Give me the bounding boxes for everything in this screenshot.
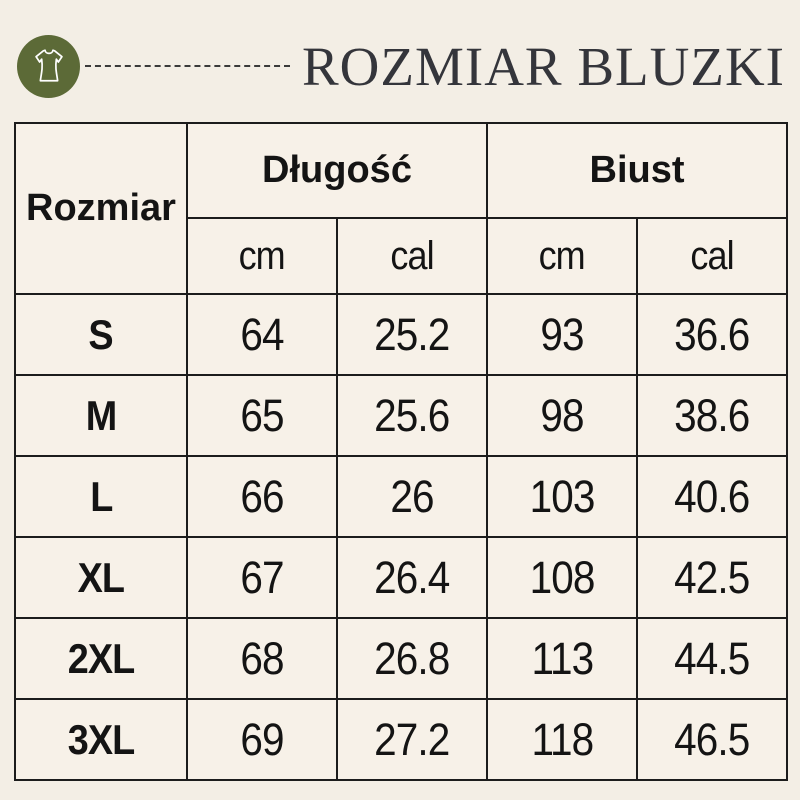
- page-title: ROZMIAR BLUZKI: [301, 35, 785, 97]
- cell-text: 68: [240, 632, 284, 684]
- column-header-rozmiar: Rozmiar: [14, 122, 188, 295]
- cell-text: 40.6: [674, 470, 750, 522]
- cell-text: 38.6: [674, 389, 750, 441]
- cell-text: 27.2: [374, 713, 450, 765]
- cell-dlugosc-cal: 25.2: [336, 293, 488, 376]
- cell-text: 42.5: [674, 551, 750, 603]
- cell-dlugosc-cal: 27.2: [336, 698, 488, 781]
- cell-biust-cal: 46.5: [636, 698, 788, 781]
- cell-dlugosc-cm: 69: [186, 698, 338, 781]
- subcol-dlugosc-cal: cal: [336, 217, 488, 295]
- blouse-icon-glyph: [34, 49, 63, 82]
- size-text: 2XL: [67, 634, 136, 682]
- table-row-s: S 64 25.2 93 36.6: [14, 293, 788, 376]
- subcol-label: cal: [690, 233, 734, 278]
- cell-biust-cal: 36.6: [636, 293, 788, 376]
- cell-text: 26.8: [374, 632, 450, 684]
- dashed-divider: [85, 65, 290, 67]
- cell-text: 103: [529, 470, 596, 522]
- cell-dlugosc-cm: 66: [186, 455, 338, 538]
- cell-dlugosc-cm: 65: [186, 374, 338, 457]
- cell-text: 46.5: [674, 713, 750, 765]
- subcol-label: cm: [538, 233, 586, 278]
- cell-dlugosc-cal: 26.4: [336, 536, 488, 619]
- cell-biust-cal: 38.6: [636, 374, 788, 457]
- cell-text: 25.6: [374, 389, 450, 441]
- header-group-row: Rozmiar Długość Biust: [14, 122, 788, 295]
- cell-biust-cal: 40.6: [636, 455, 788, 538]
- size-text: XL: [77, 553, 125, 601]
- cell-text: 118: [531, 713, 594, 765]
- size-text: L: [89, 472, 113, 520]
- cell-dlugosc-cm: 64: [186, 293, 338, 376]
- cell-biust-cm: 113: [486, 617, 638, 700]
- header: ROZMIAR BLUZKI: [17, 30, 786, 102]
- cell-dlugosc-cal: 26.8: [336, 617, 488, 700]
- cell-text: 26: [390, 470, 434, 522]
- size-label: S: [14, 293, 188, 376]
- subcol-label: cm: [238, 233, 286, 278]
- subcol-biust-cm: cm: [486, 217, 638, 295]
- subcol-label: cal: [390, 233, 434, 278]
- cell-text: 25.2: [374, 308, 450, 360]
- cell-biust-cm: 98: [486, 374, 638, 457]
- table-row-xl: XL 67 26.4 108 42.5: [14, 536, 788, 619]
- cell-text: 26.4: [374, 551, 450, 603]
- size-table: Rozmiar Długość Biust cm cal cm cal S 64…: [14, 122, 788, 781]
- column-group-dlugosc: Długość: [186, 122, 488, 219]
- cell-text: 64: [240, 308, 284, 360]
- size-label: M: [14, 374, 188, 457]
- cell-text: 65: [240, 389, 284, 441]
- cell-biust-cm: 118: [486, 698, 638, 781]
- cell-text: 67: [240, 551, 284, 603]
- cell-text: 108: [529, 551, 596, 603]
- cell-text: 69: [240, 713, 284, 765]
- cell-text: 36.6: [674, 308, 750, 360]
- cell-dlugosc-cal: 25.6: [336, 374, 488, 457]
- cell-biust-cm: 108: [486, 536, 638, 619]
- cell-text: 66: [240, 470, 284, 522]
- cell-biust-cal: 44.5: [636, 617, 788, 700]
- cell-dlugosc-cal: 26: [336, 455, 488, 538]
- table-row-l: L 66 26 103 40.6: [14, 455, 788, 538]
- size-label: 2XL: [14, 617, 188, 700]
- size-text: M: [85, 391, 117, 439]
- size-text: S: [88, 310, 114, 358]
- subcol-biust-cal: cal: [636, 217, 788, 295]
- size-text: 3XL: [67, 715, 136, 763]
- cell-text: 93: [540, 308, 584, 360]
- cell-biust-cm: 93: [486, 293, 638, 376]
- blouse-icon: [17, 34, 80, 98]
- table-row-2xl: 2XL 68 26.8 113 44.5: [14, 617, 788, 700]
- cell-text: 113: [531, 632, 594, 684]
- cell-dlugosc-cm: 68: [186, 617, 338, 700]
- size-label: 3XL: [14, 698, 188, 781]
- cell-biust-cm: 103: [486, 455, 638, 538]
- size-label: XL: [14, 536, 188, 619]
- cell-text: 98: [540, 389, 584, 441]
- subcol-dlugosc-cm: cm: [186, 217, 338, 295]
- cell-dlugosc-cm: 67: [186, 536, 338, 619]
- size-label: L: [14, 455, 188, 538]
- table-row-m: M 65 25.6 98 38.6: [14, 374, 788, 457]
- table-row-3xl: 3XL 69 27.2 118 46.5: [14, 698, 788, 781]
- cell-biust-cal: 42.5: [636, 536, 788, 619]
- cell-text: 44.5: [674, 632, 750, 684]
- header-sub-row: cm cal cm cal: [15, 217, 788, 295]
- column-group-biust: Biust: [486, 122, 788, 219]
